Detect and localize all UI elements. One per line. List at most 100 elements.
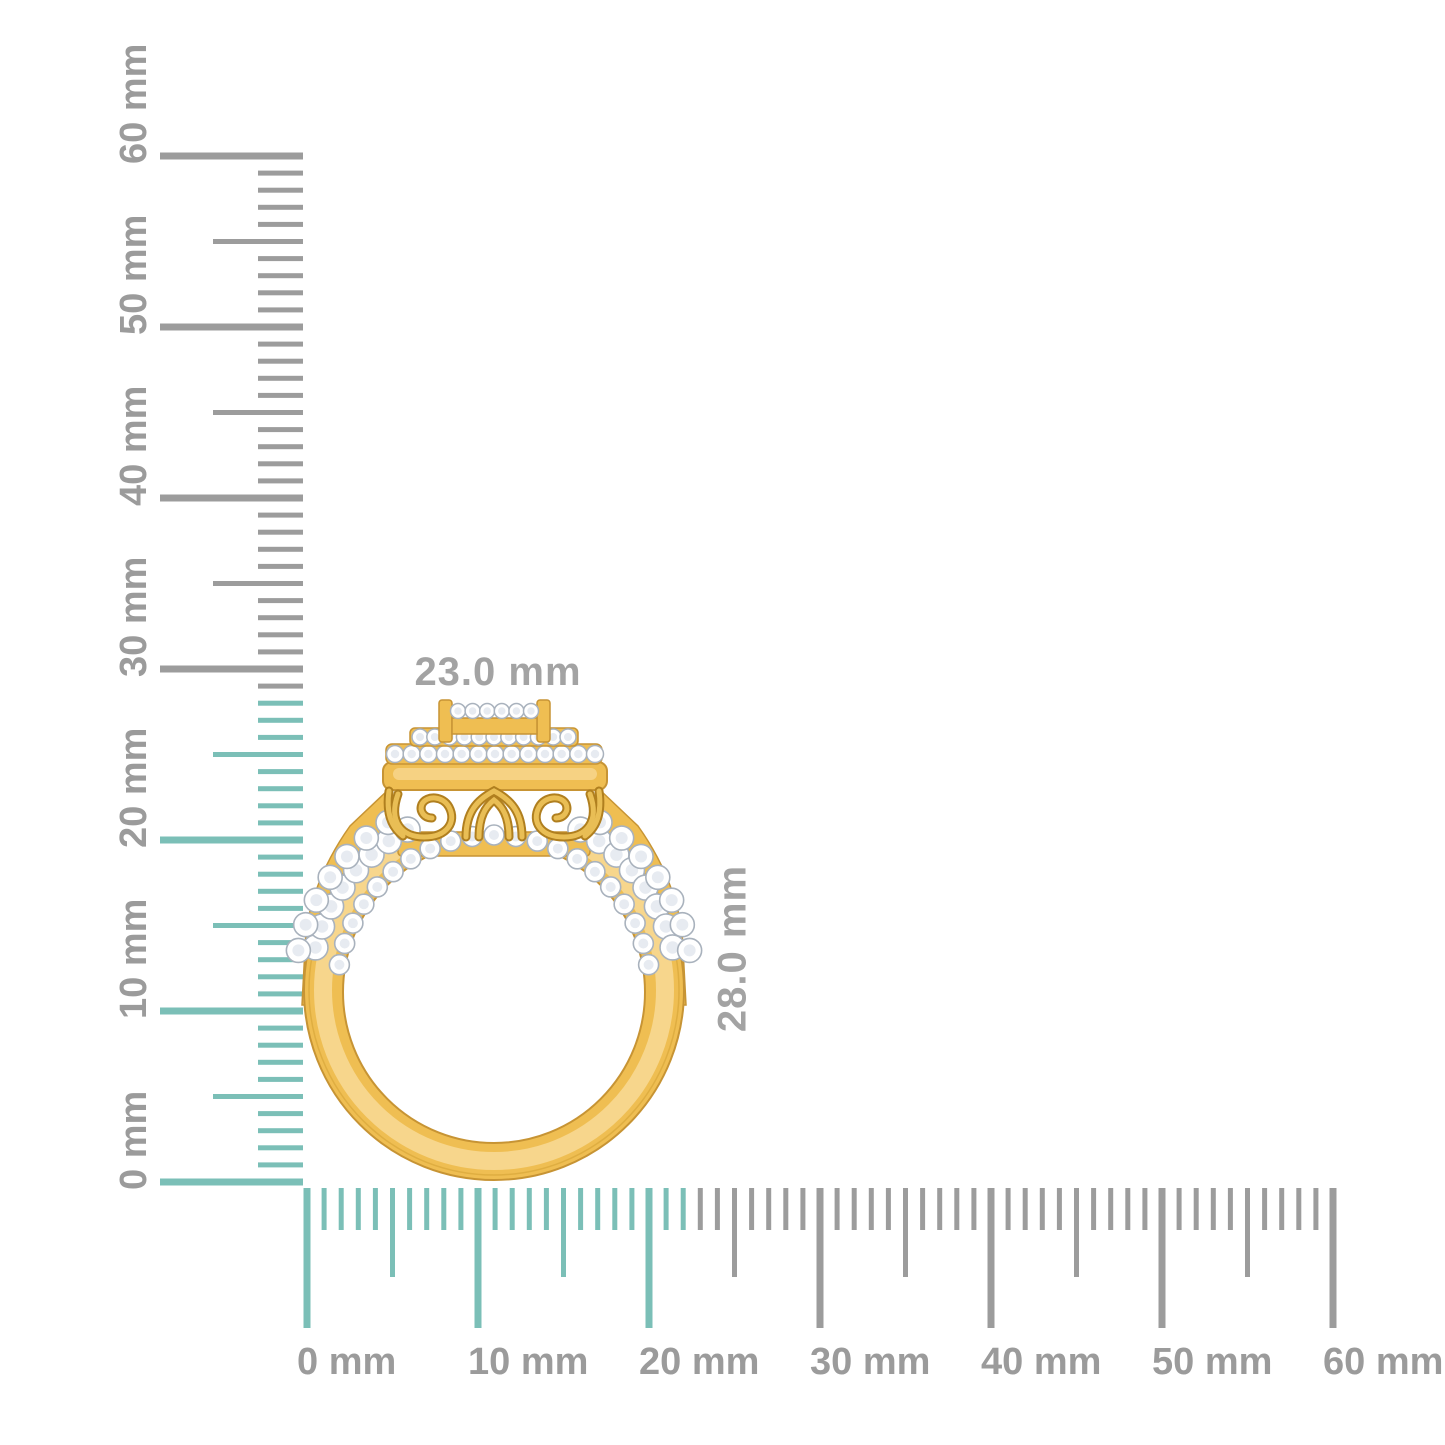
ruler-tick <box>645 1188 653 1328</box>
ruler-tick <box>258 820 303 826</box>
ruler-tick <box>766 1188 772 1230</box>
ruler-tick <box>258 871 303 877</box>
ruler-tick <box>160 152 303 160</box>
ruler-tick <box>441 1188 447 1230</box>
ruler-tick <box>258 204 303 210</box>
ruler-tick <box>920 1188 926 1230</box>
ring-height-dimension-label: 28.0 mm <box>710 864 755 1033</box>
ruler-tick <box>258 273 303 279</box>
ruler-label: 50 mm <box>113 215 155 335</box>
ruler-tick <box>372 1188 378 1230</box>
ruler-tick <box>834 1188 840 1230</box>
ring-filigree <box>383 785 605 842</box>
ruler-tick <box>851 1188 857 1230</box>
ruler-label: 60 mm <box>113 44 155 164</box>
ruler-label: 20 mm <box>639 1341 759 1383</box>
ruler-tick <box>1125 1188 1131 1230</box>
ruler-tick <box>458 1188 464 1230</box>
ruler-tick <box>1142 1188 1148 1230</box>
ruler-tick <box>258 290 303 296</box>
ruler-tick <box>1262 1188 1268 1230</box>
ruler-tick <box>800 1188 806 1230</box>
ruler-label: 40 mm <box>113 386 155 506</box>
ruler-tick <box>492 1188 498 1230</box>
ruler-tick <box>258 632 303 638</box>
ruler-tick <box>258 1162 303 1168</box>
ruler-tick <box>258 1076 303 1082</box>
ring-head <box>382 699 608 791</box>
ruler-tick <box>783 1188 789 1230</box>
ruler-tick <box>1313 1188 1319 1230</box>
ruler-tick <box>474 1188 482 1328</box>
ruler-label: 0 mm <box>113 1091 155 1190</box>
ruler-tick <box>258 1111 303 1117</box>
ruler-tick <box>338 1188 344 1230</box>
ruler-tick <box>258 392 303 398</box>
ruler-tick <box>258 221 303 227</box>
ruler-tick <box>160 665 303 673</box>
ruler-tick <box>258 854 303 860</box>
ruler-tick <box>1039 1188 1045 1230</box>
ruler-tick <box>258 991 303 997</box>
ruler-tick <box>407 1188 413 1230</box>
ruler-tick <box>1296 1188 1302 1230</box>
ruler-tick <box>1005 1188 1011 1230</box>
ruler-tick <box>258 974 303 980</box>
ruler-tick <box>749 1188 755 1230</box>
ruler-tick <box>258 888 303 894</box>
ruler-tick <box>258 256 303 262</box>
ruler-tick <box>561 1188 566 1277</box>
ruler-tick <box>578 1188 584 1230</box>
ruler-tick <box>732 1188 737 1277</box>
ruler-tick <box>258 512 303 518</box>
ruler-tick <box>1056 1188 1062 1230</box>
ruler-tick <box>355 1188 361 1230</box>
ruler-label: 30 mm <box>810 1341 930 1383</box>
ruler-tick <box>954 1188 960 1230</box>
ruler-tick <box>258 375 303 381</box>
ring-width-dimension-label: 23.0 mm <box>414 650 582 694</box>
ruler-tick <box>987 1188 995 1328</box>
ruler-tick <box>258 187 303 193</box>
ruler-tick <box>663 1188 669 1230</box>
ruler-tick <box>258 786 303 792</box>
ruler-label: 20 mm <box>113 728 155 848</box>
ruler-tick <box>258 649 303 655</box>
ruler-tick <box>258 461 303 467</box>
ruler-tick <box>1091 1188 1097 1230</box>
ruler-tick <box>868 1188 874 1230</box>
ruler-tick <box>258 444 303 450</box>
ruler-tick <box>160 1007 303 1015</box>
ring-illustration <box>285 699 703 1181</box>
ruler-tick <box>258 683 303 689</box>
ruler-tick <box>258 734 303 740</box>
ruler-tick <box>321 1188 327 1230</box>
ruler-label: 40 mm <box>981 1341 1101 1383</box>
ruler-tick <box>903 1188 908 1277</box>
ruler-tick <box>1210 1188 1216 1230</box>
ruler-tick <box>160 323 303 331</box>
ruler-tick <box>629 1188 635 1230</box>
ruler-tick <box>424 1188 430 1230</box>
ruler-tick <box>1022 1188 1028 1230</box>
ruler-label: 10 mm <box>468 1341 588 1383</box>
ruler-tick <box>258 1059 303 1065</box>
ruler-label: 0 mm <box>297 1341 396 1383</box>
ruler-tick <box>258 1042 303 1048</box>
ruler-tick <box>1108 1188 1114 1230</box>
ruler-tick <box>258 700 303 706</box>
ruler-tick <box>258 529 303 535</box>
ruler-tick <box>543 1188 549 1230</box>
ruler-tick <box>1329 1188 1337 1328</box>
ruler-tick <box>258 1025 303 1031</box>
ruler-tick <box>258 940 303 946</box>
ruler-tick <box>160 1178 303 1186</box>
ruler-tick <box>816 1188 824 1328</box>
ruler-tick <box>258 615 303 621</box>
ruler-tick <box>213 239 303 244</box>
ruler-tick <box>526 1188 532 1230</box>
vertical-ruler: 0 mm 10 mm 20 mm 30 mm 40 mm 50 mm 60 mm <box>113 44 303 1190</box>
ruler-tick <box>680 1188 686 1230</box>
